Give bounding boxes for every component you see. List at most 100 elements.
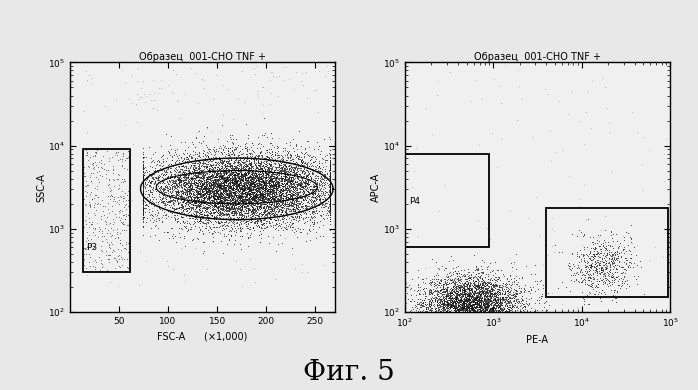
Point xyxy=(451,323,462,329)
Point xyxy=(223,145,234,151)
Point xyxy=(274,186,285,193)
Point xyxy=(480,284,491,291)
Point xyxy=(177,162,188,168)
Point xyxy=(492,267,503,273)
Point xyxy=(458,312,469,319)
Point xyxy=(231,170,242,177)
Point xyxy=(255,192,266,199)
Point xyxy=(264,220,275,227)
Point xyxy=(618,250,629,257)
Point xyxy=(138,162,149,168)
Point xyxy=(246,217,257,223)
Point xyxy=(234,191,245,198)
Point xyxy=(606,273,617,280)
Point xyxy=(496,267,507,273)
Point xyxy=(482,307,493,313)
Point xyxy=(188,199,199,206)
Point xyxy=(202,153,213,160)
Point xyxy=(474,287,485,293)
Point xyxy=(494,299,505,305)
Point xyxy=(200,174,211,180)
Point xyxy=(446,314,457,321)
Point xyxy=(221,181,232,188)
Point xyxy=(223,190,234,196)
Point xyxy=(219,177,230,183)
Point xyxy=(461,291,473,297)
Point xyxy=(228,171,239,177)
Point xyxy=(194,186,205,192)
Point xyxy=(202,145,214,152)
Point xyxy=(470,311,481,317)
Point xyxy=(225,168,237,174)
Point xyxy=(556,147,567,153)
Point xyxy=(251,182,262,188)
Point xyxy=(451,310,462,317)
Point xyxy=(246,201,258,207)
Point xyxy=(194,188,205,194)
Point xyxy=(295,183,306,189)
Point xyxy=(276,174,288,181)
Point xyxy=(293,218,304,224)
Point xyxy=(454,299,465,305)
Point xyxy=(325,163,336,169)
Point xyxy=(172,219,183,225)
Point xyxy=(258,191,269,197)
Point xyxy=(220,174,231,180)
Point xyxy=(463,312,474,318)
Point xyxy=(574,268,586,275)
Point xyxy=(257,192,268,199)
Point xyxy=(212,176,223,182)
Point xyxy=(493,309,505,316)
Point xyxy=(305,198,316,204)
Point xyxy=(248,202,260,208)
Point xyxy=(446,324,457,330)
Point xyxy=(272,169,283,176)
Point xyxy=(499,306,510,312)
Point xyxy=(637,161,648,168)
Point xyxy=(621,261,632,268)
Point xyxy=(442,300,453,307)
Point xyxy=(200,220,211,227)
Point xyxy=(221,188,232,194)
Point xyxy=(450,278,461,285)
Point xyxy=(140,190,151,197)
Point xyxy=(457,312,468,319)
Point xyxy=(484,300,496,307)
Point xyxy=(489,328,500,334)
Point xyxy=(237,215,248,221)
Point xyxy=(459,285,470,291)
Point xyxy=(198,185,209,191)
Point xyxy=(251,167,262,173)
Point xyxy=(299,170,310,176)
Point xyxy=(246,180,257,186)
Point xyxy=(285,151,296,157)
Point xyxy=(235,176,246,182)
Point xyxy=(588,240,599,246)
Point xyxy=(610,273,621,280)
Point xyxy=(270,221,281,227)
Point xyxy=(507,303,519,309)
Point xyxy=(202,175,213,181)
Point xyxy=(497,304,508,310)
Point xyxy=(222,176,233,183)
Point xyxy=(443,280,454,287)
Point xyxy=(152,199,163,205)
Point xyxy=(604,266,615,272)
Point xyxy=(477,321,489,327)
Point xyxy=(270,175,281,181)
Point xyxy=(218,211,229,217)
Point xyxy=(604,282,616,288)
Point xyxy=(260,194,272,200)
Point xyxy=(241,175,252,181)
Point xyxy=(248,197,260,203)
Point xyxy=(272,205,283,211)
Point xyxy=(411,288,422,294)
Point xyxy=(198,172,209,178)
Point xyxy=(456,296,467,302)
Point xyxy=(257,197,268,203)
Point xyxy=(299,160,310,166)
Point xyxy=(433,317,445,323)
Point xyxy=(489,310,500,316)
Point xyxy=(184,186,195,192)
Point xyxy=(482,296,493,303)
